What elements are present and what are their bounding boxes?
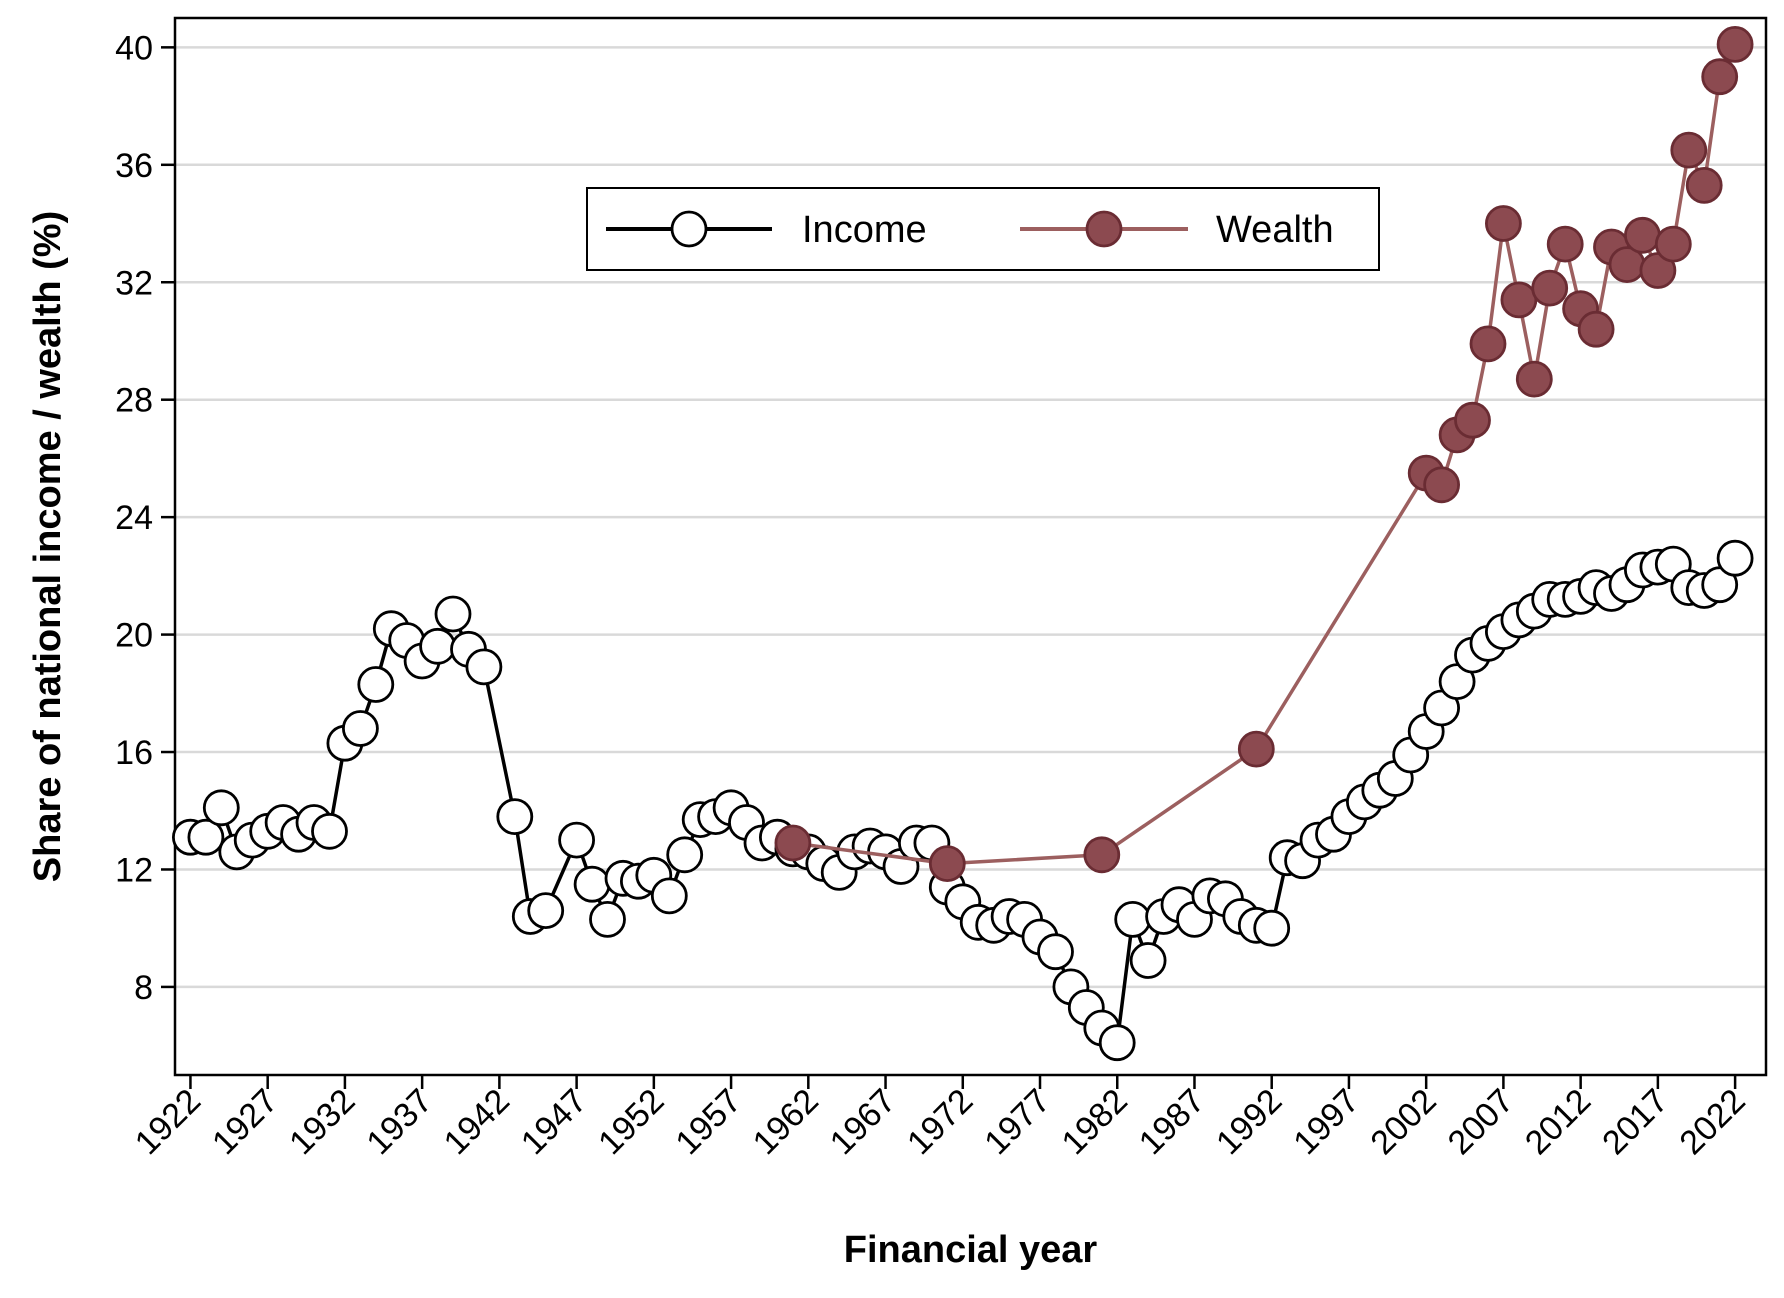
income-point xyxy=(496,798,534,835)
income-point xyxy=(573,865,611,903)
income-point xyxy=(419,627,457,665)
y-tick-label: 36 xyxy=(115,147,153,185)
x-tick-label: 1997 xyxy=(1286,1082,1366,1162)
wealth-point xyxy=(1515,360,1553,398)
wealth-point xyxy=(1423,466,1460,504)
series-wealth xyxy=(774,26,1754,882)
income-point xyxy=(1114,901,1152,938)
x-tick-label: 1942 xyxy=(437,1082,517,1162)
x-tick-label: 1927 xyxy=(205,1082,285,1162)
x-tick-label: 1932 xyxy=(282,1082,362,1162)
wealth-point xyxy=(1577,310,1615,348)
wealth-point xyxy=(1500,281,1538,319)
income-point xyxy=(311,812,348,850)
y-tick-label: 16 xyxy=(115,734,153,772)
income-point xyxy=(341,710,379,747)
y-tick-label: 12 xyxy=(115,851,153,889)
legend-income-label: Income xyxy=(802,209,927,251)
x-tick-label: 1957 xyxy=(668,1082,748,1162)
series-income xyxy=(171,539,1754,1062)
legend: Income Wealth xyxy=(586,187,1380,271)
income-point xyxy=(666,836,704,874)
y-tick-label: 24 xyxy=(115,499,153,537)
income-point xyxy=(1253,909,1291,947)
legend-wealth-marker xyxy=(1085,210,1123,248)
x-tick-label: 2007 xyxy=(1441,1082,1521,1162)
wealth-point xyxy=(1670,131,1708,169)
y-tick-label: 20 xyxy=(115,617,153,655)
wealth-point xyxy=(1654,225,1692,263)
income-point xyxy=(650,877,688,915)
income-point xyxy=(589,901,626,938)
x-tick-label: 2012 xyxy=(1518,1082,1598,1162)
income-point xyxy=(558,821,595,859)
wealth-point xyxy=(1454,401,1491,439)
y-axis-title: Share of national income / wealth (%) xyxy=(27,211,69,882)
wealth-point xyxy=(1083,836,1121,874)
y-tick-label: 32 xyxy=(115,264,153,302)
income-point xyxy=(527,892,565,929)
x-tick-label: 1962 xyxy=(746,1082,826,1162)
wealth-point xyxy=(1469,325,1507,363)
x-tick-label: 1967 xyxy=(823,1082,903,1162)
legend-income-marker xyxy=(670,210,708,248)
income-point xyxy=(465,648,503,686)
x-tick-label: 2022 xyxy=(1672,1082,1752,1162)
wealth-point xyxy=(1546,225,1584,263)
y-tick-label: 40 xyxy=(115,29,153,67)
wealth-point xyxy=(928,845,966,882)
x-tick-label: 1977 xyxy=(977,1082,1057,1162)
series-layer xyxy=(171,26,1754,1062)
plot-area-frame xyxy=(173,16,1768,1077)
x-tick-label: 2002 xyxy=(1363,1082,1443,1162)
wealth-point xyxy=(1237,730,1275,768)
legend-wealth-label: Wealth xyxy=(1216,209,1334,251)
x-tick-label: 1937 xyxy=(359,1082,439,1162)
wealth-point xyxy=(1716,26,1754,63)
x-tick-label: 1922 xyxy=(128,1082,208,1162)
x-tick-label: 1947 xyxy=(514,1082,594,1162)
x-tick-label: 2017 xyxy=(1595,1082,1675,1162)
y-tick-label: 28 xyxy=(115,382,153,420)
x-tick-label: 1952 xyxy=(591,1082,671,1162)
x-tick-label: 1992 xyxy=(1209,1082,1289,1162)
income-point xyxy=(1716,539,1754,577)
income-point xyxy=(1098,1024,1136,1062)
wealth-point xyxy=(774,824,812,862)
income-point xyxy=(434,595,472,633)
x-axis-title: Financial year xyxy=(844,1229,1098,1271)
wealth-point xyxy=(1685,166,1723,204)
x-tick-label: 1987 xyxy=(1132,1082,1212,1162)
income-point xyxy=(202,789,240,827)
wealth-point xyxy=(1531,269,1569,307)
wealth-point xyxy=(1701,58,1739,96)
income-point xyxy=(187,818,225,856)
y-tick-label: 8 xyxy=(134,969,153,1007)
wealth-point xyxy=(1624,216,1661,254)
x-tick-label: 1972 xyxy=(900,1082,980,1162)
income-point xyxy=(1129,942,1167,979)
x-tick-label: 1982 xyxy=(1055,1082,1135,1162)
income-point xyxy=(1037,933,1074,971)
wealth-point xyxy=(1485,205,1522,242)
income-point xyxy=(357,666,395,703)
